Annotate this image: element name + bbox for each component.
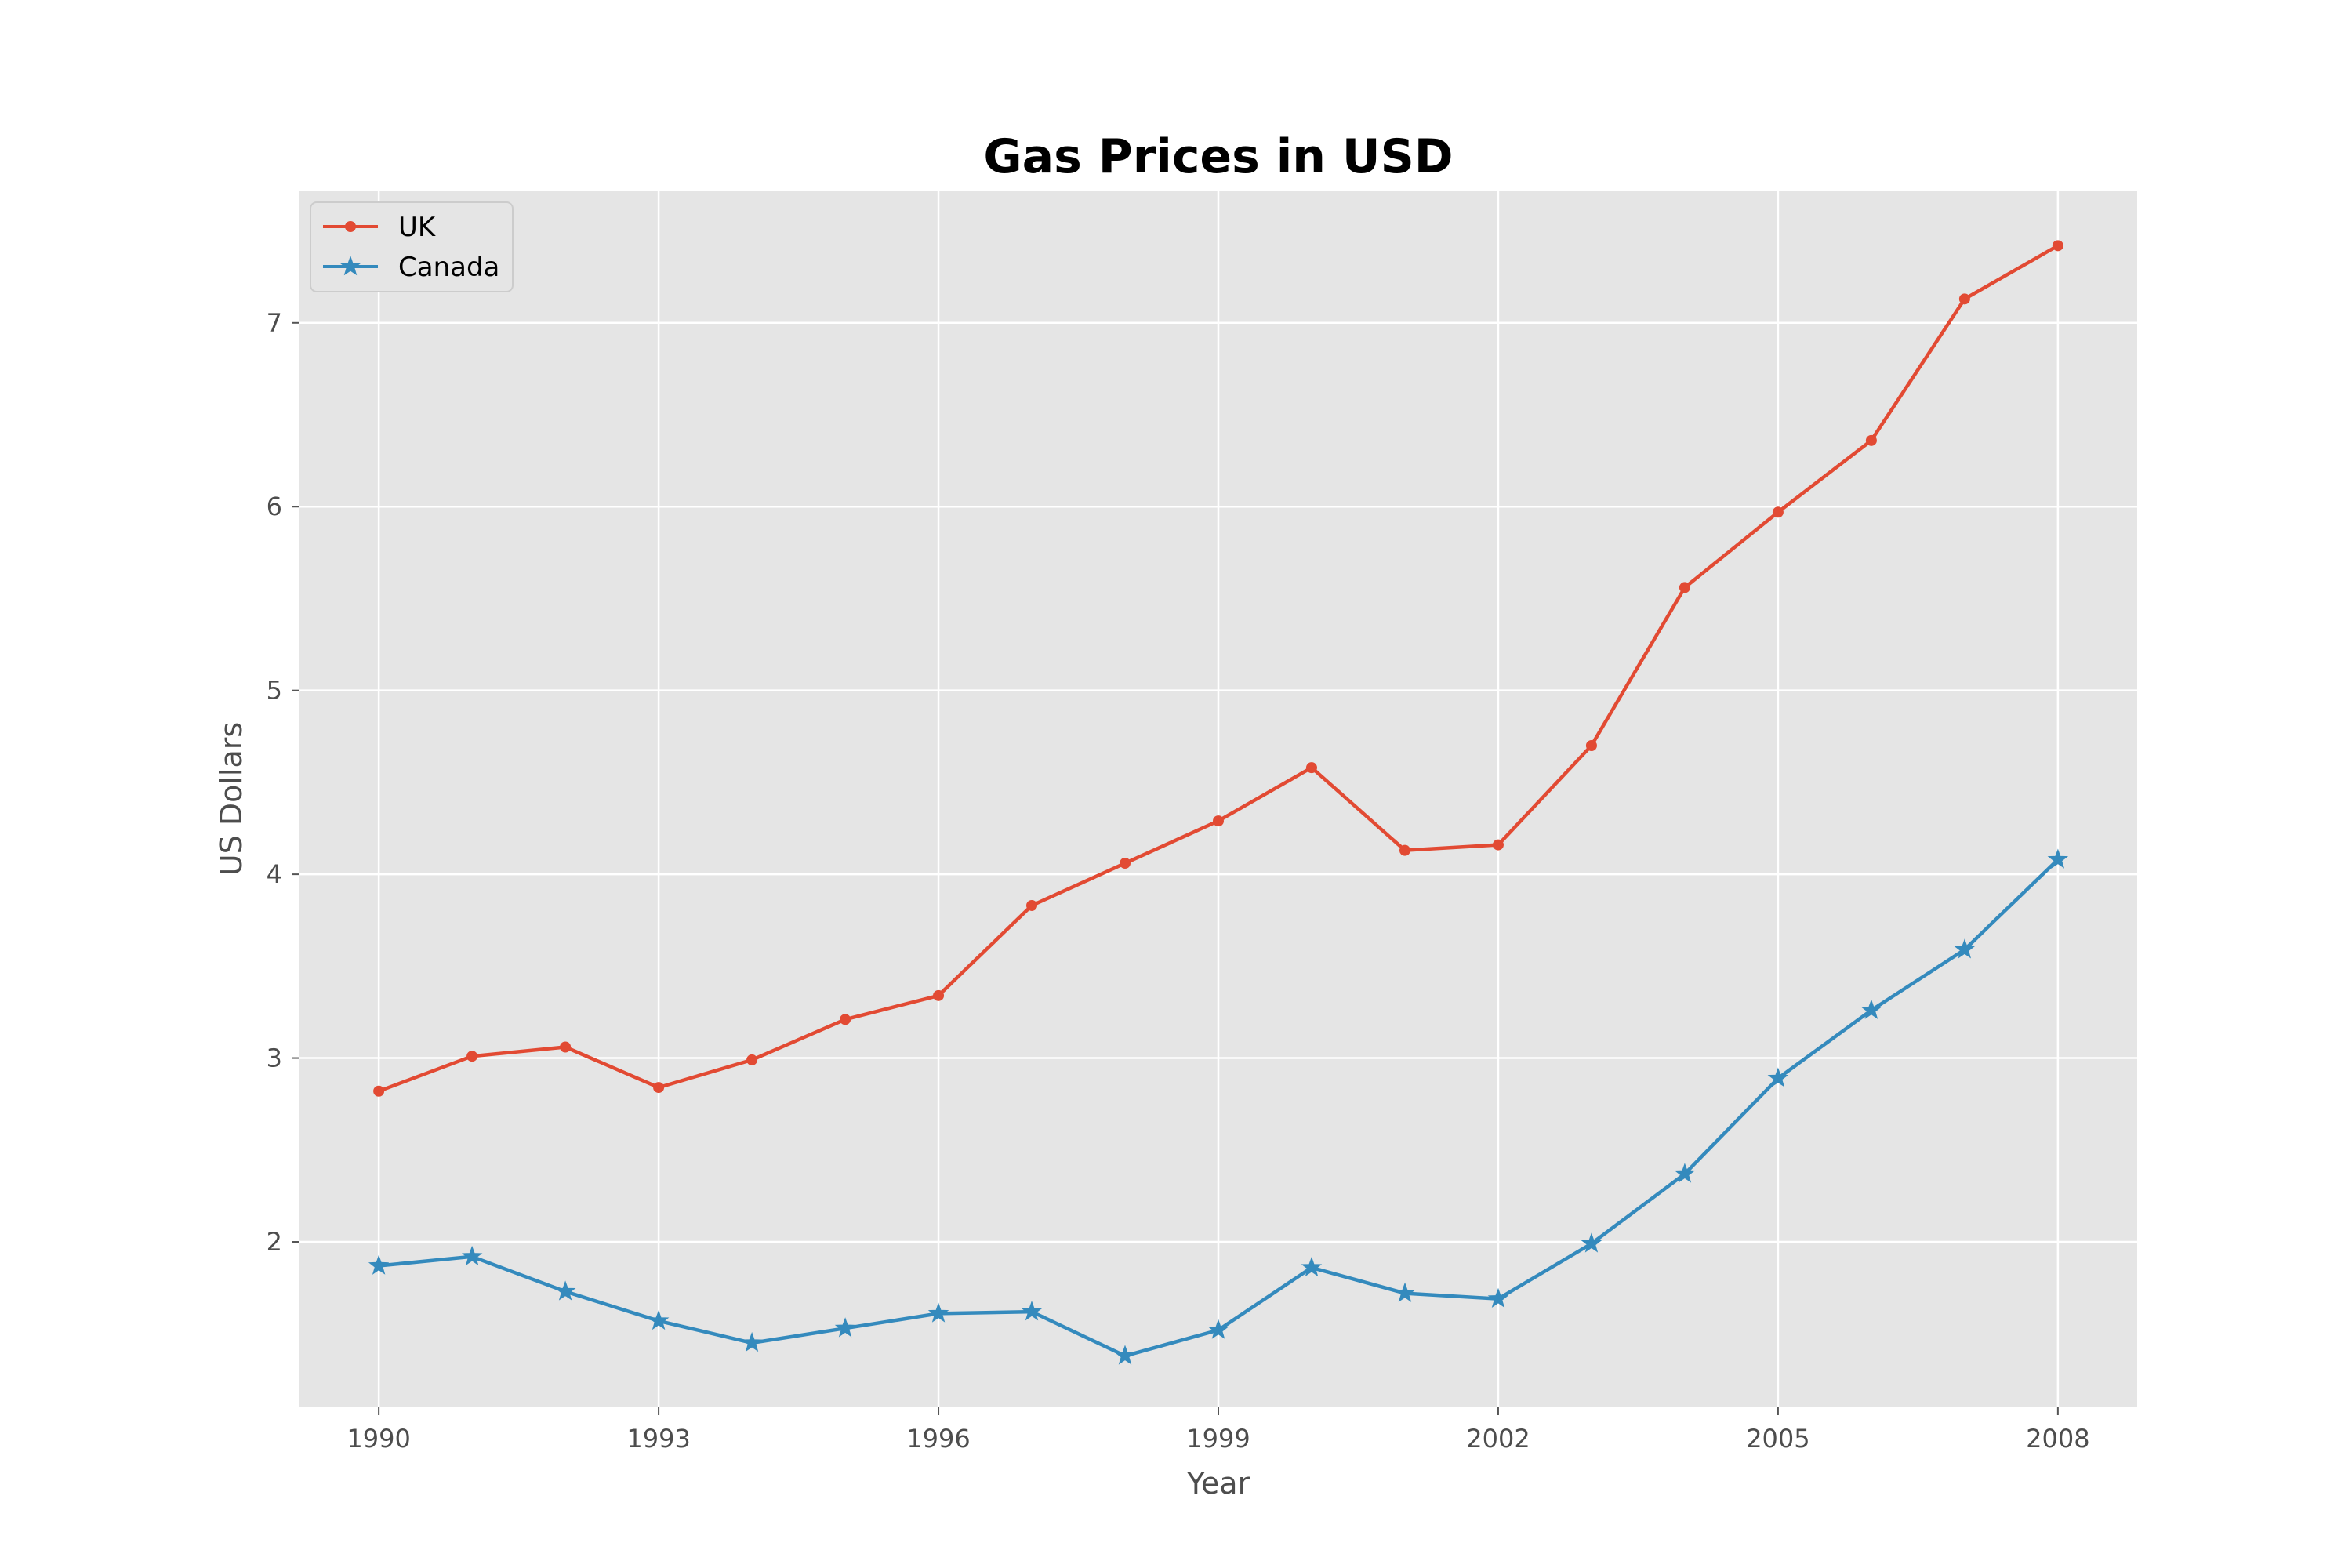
x-tick-label: 2005 <box>1746 1424 1809 1454</box>
data-point-uk <box>373 1085 385 1097</box>
x-tick-label: 1996 <box>906 1424 970 1454</box>
data-point-uk <box>1585 740 1597 752</box>
y-tick-label: 2 <box>267 1227 282 1257</box>
data-point-canada <box>648 1309 670 1330</box>
data-point-uk <box>560 1041 572 1053</box>
data-point-canada <box>1301 1256 1323 1277</box>
data-point-uk <box>1772 506 1784 518</box>
data-point-uk <box>933 989 945 1001</box>
y-tick-label: 4 <box>267 859 282 889</box>
data-point-uk <box>2052 240 2063 252</box>
data-point-uk <box>1958 293 1970 305</box>
x-tick-label: 2002 <box>1466 1424 1530 1454</box>
y-tick-label: 3 <box>267 1044 282 1073</box>
data-point-canada <box>1114 1345 1136 1365</box>
data-point-uk <box>1492 839 1504 851</box>
data-point-canada <box>1674 1163 1696 1183</box>
legend-marker-uk <box>345 221 356 232</box>
y-tick-label: 7 <box>267 308 282 338</box>
x-tick-label: 1993 <box>626 1424 690 1454</box>
data-point-uk <box>840 1014 851 1025</box>
x-tick-label: 1990 <box>347 1424 410 1454</box>
data-point-canada <box>461 1245 483 1266</box>
data-point-canada <box>554 1280 576 1301</box>
x-tick-label: 1999 <box>1186 1424 1250 1454</box>
legend-label-canada: Canada <box>398 252 499 283</box>
data-point-canada <box>368 1254 390 1275</box>
data-point-uk <box>466 1051 478 1062</box>
chart-title: Gas Prices in USD <box>983 129 1453 184</box>
legend: UK Canada <box>310 201 514 292</box>
series-markers <box>368 240 2069 1365</box>
legend-label-uk: UK <box>398 212 437 243</box>
data-point-canada <box>1394 1282 1416 1302</box>
data-point-canada <box>1954 938 1976 959</box>
x-axis-label: Year <box>1186 1466 1250 1501</box>
data-point-uk <box>1399 844 1410 856</box>
data-point-canada <box>1767 1067 1789 1087</box>
data-point-canada <box>2047 848 2069 869</box>
data-point-uk <box>1120 858 1131 869</box>
data-point-canada <box>1207 1319 1229 1339</box>
axis-ticks: 1990 1993 1996 1999 2002 2005 2008 2 3 4 5 6 7 <box>267 308 2090 1454</box>
legend-marker-canada <box>339 255 361 276</box>
data-point-uk <box>1865 434 1877 446</box>
data-point-uk <box>1305 762 1317 774</box>
legend-box <box>310 201 514 292</box>
grid <box>299 191 2137 1407</box>
y-axis-label: US Dollars <box>214 722 249 876</box>
data-point-canada <box>1487 1287 1509 1308</box>
data-point-uk <box>1679 582 1690 593</box>
data-point-canada <box>1860 999 1882 1019</box>
data-point-uk <box>1213 815 1224 827</box>
data-point-canada <box>1581 1232 1602 1253</box>
data-point-canada <box>927 1302 949 1323</box>
data-point-canada <box>741 1331 763 1352</box>
data-point-uk <box>746 1054 758 1065</box>
x-tick-label: 2008 <box>2026 1424 2089 1454</box>
y-tick-label: 5 <box>267 676 282 706</box>
data-point-canada <box>1021 1301 1043 1321</box>
data-point-canada <box>834 1317 856 1338</box>
y-tick-label: 6 <box>267 492 282 521</box>
data-point-uk <box>1026 899 1038 911</box>
data-point-uk <box>653 1082 665 1094</box>
